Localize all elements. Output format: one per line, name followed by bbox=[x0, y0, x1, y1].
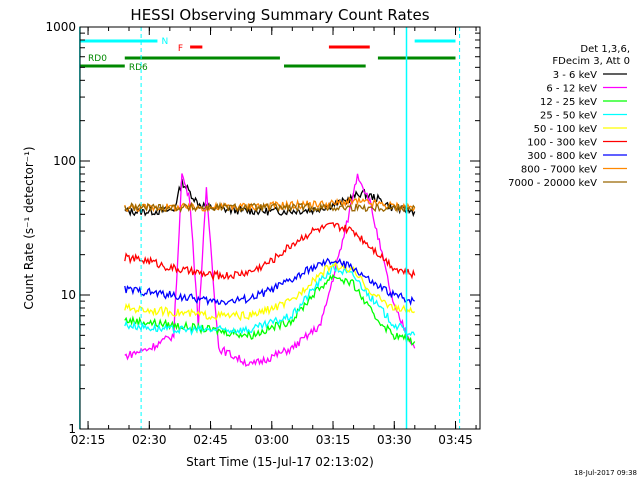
x-axis-label: Start Time (15-Jul-17 02:13:02) bbox=[186, 455, 374, 469]
timestamp: 18-Jul-2017 09:38 bbox=[574, 469, 637, 477]
series-line-0 bbox=[124, 178, 416, 218]
legend-header: Det 1,3,6, bbox=[580, 44, 630, 55]
y-tick-label: 10 bbox=[61, 288, 76, 302]
status-label-rd6: RD6 bbox=[129, 63, 148, 73]
legend-label: 300 - 800 keV bbox=[527, 151, 597, 162]
y-tick-label: 100 bbox=[53, 154, 76, 168]
x-tick-label: 02:30 bbox=[132, 433, 167, 447]
legend: Det 1,3,6,FDecim 3, Att 0 3 - 6 keV 6 - 12… bbox=[508, 44, 630, 189]
legend-label: 800 - 7000 keV bbox=[521, 165, 597, 176]
x-tick-label: 02:15 bbox=[71, 433, 106, 447]
plot-frame bbox=[79, 26, 481, 430]
x-tick-label: 03:30 bbox=[377, 433, 412, 447]
legend-label: 12 - 25 keV bbox=[540, 97, 597, 108]
legend-label: 6 - 12 keV bbox=[546, 84, 597, 95]
y-tick-label: 1000 bbox=[45, 20, 76, 34]
x-tick-label: 03:00 bbox=[254, 433, 289, 447]
series-line-8 bbox=[124, 201, 416, 214]
series-line-2 bbox=[124, 273, 416, 346]
y-tick-label: 1 bbox=[68, 422, 76, 436]
series-line-5 bbox=[124, 221, 416, 282]
series-line-6 bbox=[124, 257, 415, 307]
x-tick-label: 03:45 bbox=[438, 433, 473, 447]
legend-header: FDecim 3, Att 0 bbox=[552, 56, 630, 67]
x-tick-label: 03:15 bbox=[316, 433, 351, 447]
series-line-3 bbox=[124, 261, 416, 337]
legend-label: 50 - 100 keV bbox=[534, 124, 598, 135]
legend-label: 7000 - 20000 keV bbox=[508, 178, 597, 189]
legend-label: 25 - 50 keV bbox=[540, 111, 597, 122]
chart-title: HESSI Observing Summary Count Rates bbox=[130, 6, 429, 24]
status-label-rd0: RD0 bbox=[88, 54, 107, 64]
x-tick-label: 02:45 bbox=[193, 433, 228, 447]
status-label-n: N bbox=[162, 37, 169, 47]
legend-label: 100 - 300 keV bbox=[527, 138, 597, 149]
legend-label: 3 - 6 keV bbox=[553, 70, 597, 81]
series-line-1 bbox=[124, 173, 416, 367]
y-axis-label: Count Rate (s⁻¹ detector⁻¹) bbox=[22, 146, 36, 309]
series-line-4 bbox=[124, 258, 416, 322]
status-label-f: F bbox=[178, 44, 183, 54]
